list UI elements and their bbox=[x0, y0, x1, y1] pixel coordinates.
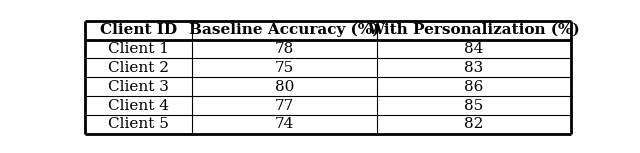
Text: 77: 77 bbox=[275, 99, 294, 113]
Text: Client 3: Client 3 bbox=[108, 80, 169, 94]
Text: With Personalization (%): With Personalization (%) bbox=[367, 23, 580, 37]
Text: Client ID: Client ID bbox=[100, 23, 177, 37]
Text: 86: 86 bbox=[464, 80, 483, 94]
Text: 82: 82 bbox=[464, 117, 483, 131]
Text: 75: 75 bbox=[275, 61, 294, 75]
Text: 85: 85 bbox=[464, 99, 483, 113]
Text: 74: 74 bbox=[275, 117, 294, 131]
Text: Client 5: Client 5 bbox=[108, 117, 169, 131]
Text: Client 1: Client 1 bbox=[108, 42, 169, 56]
Text: Baseline Accuracy (%): Baseline Accuracy (%) bbox=[189, 23, 380, 37]
Text: 80: 80 bbox=[275, 80, 294, 94]
Text: Client 2: Client 2 bbox=[108, 61, 169, 75]
Text: 84: 84 bbox=[464, 42, 483, 56]
Text: Client 4: Client 4 bbox=[108, 99, 169, 113]
Text: 78: 78 bbox=[275, 42, 294, 56]
Text: 83: 83 bbox=[464, 61, 483, 75]
